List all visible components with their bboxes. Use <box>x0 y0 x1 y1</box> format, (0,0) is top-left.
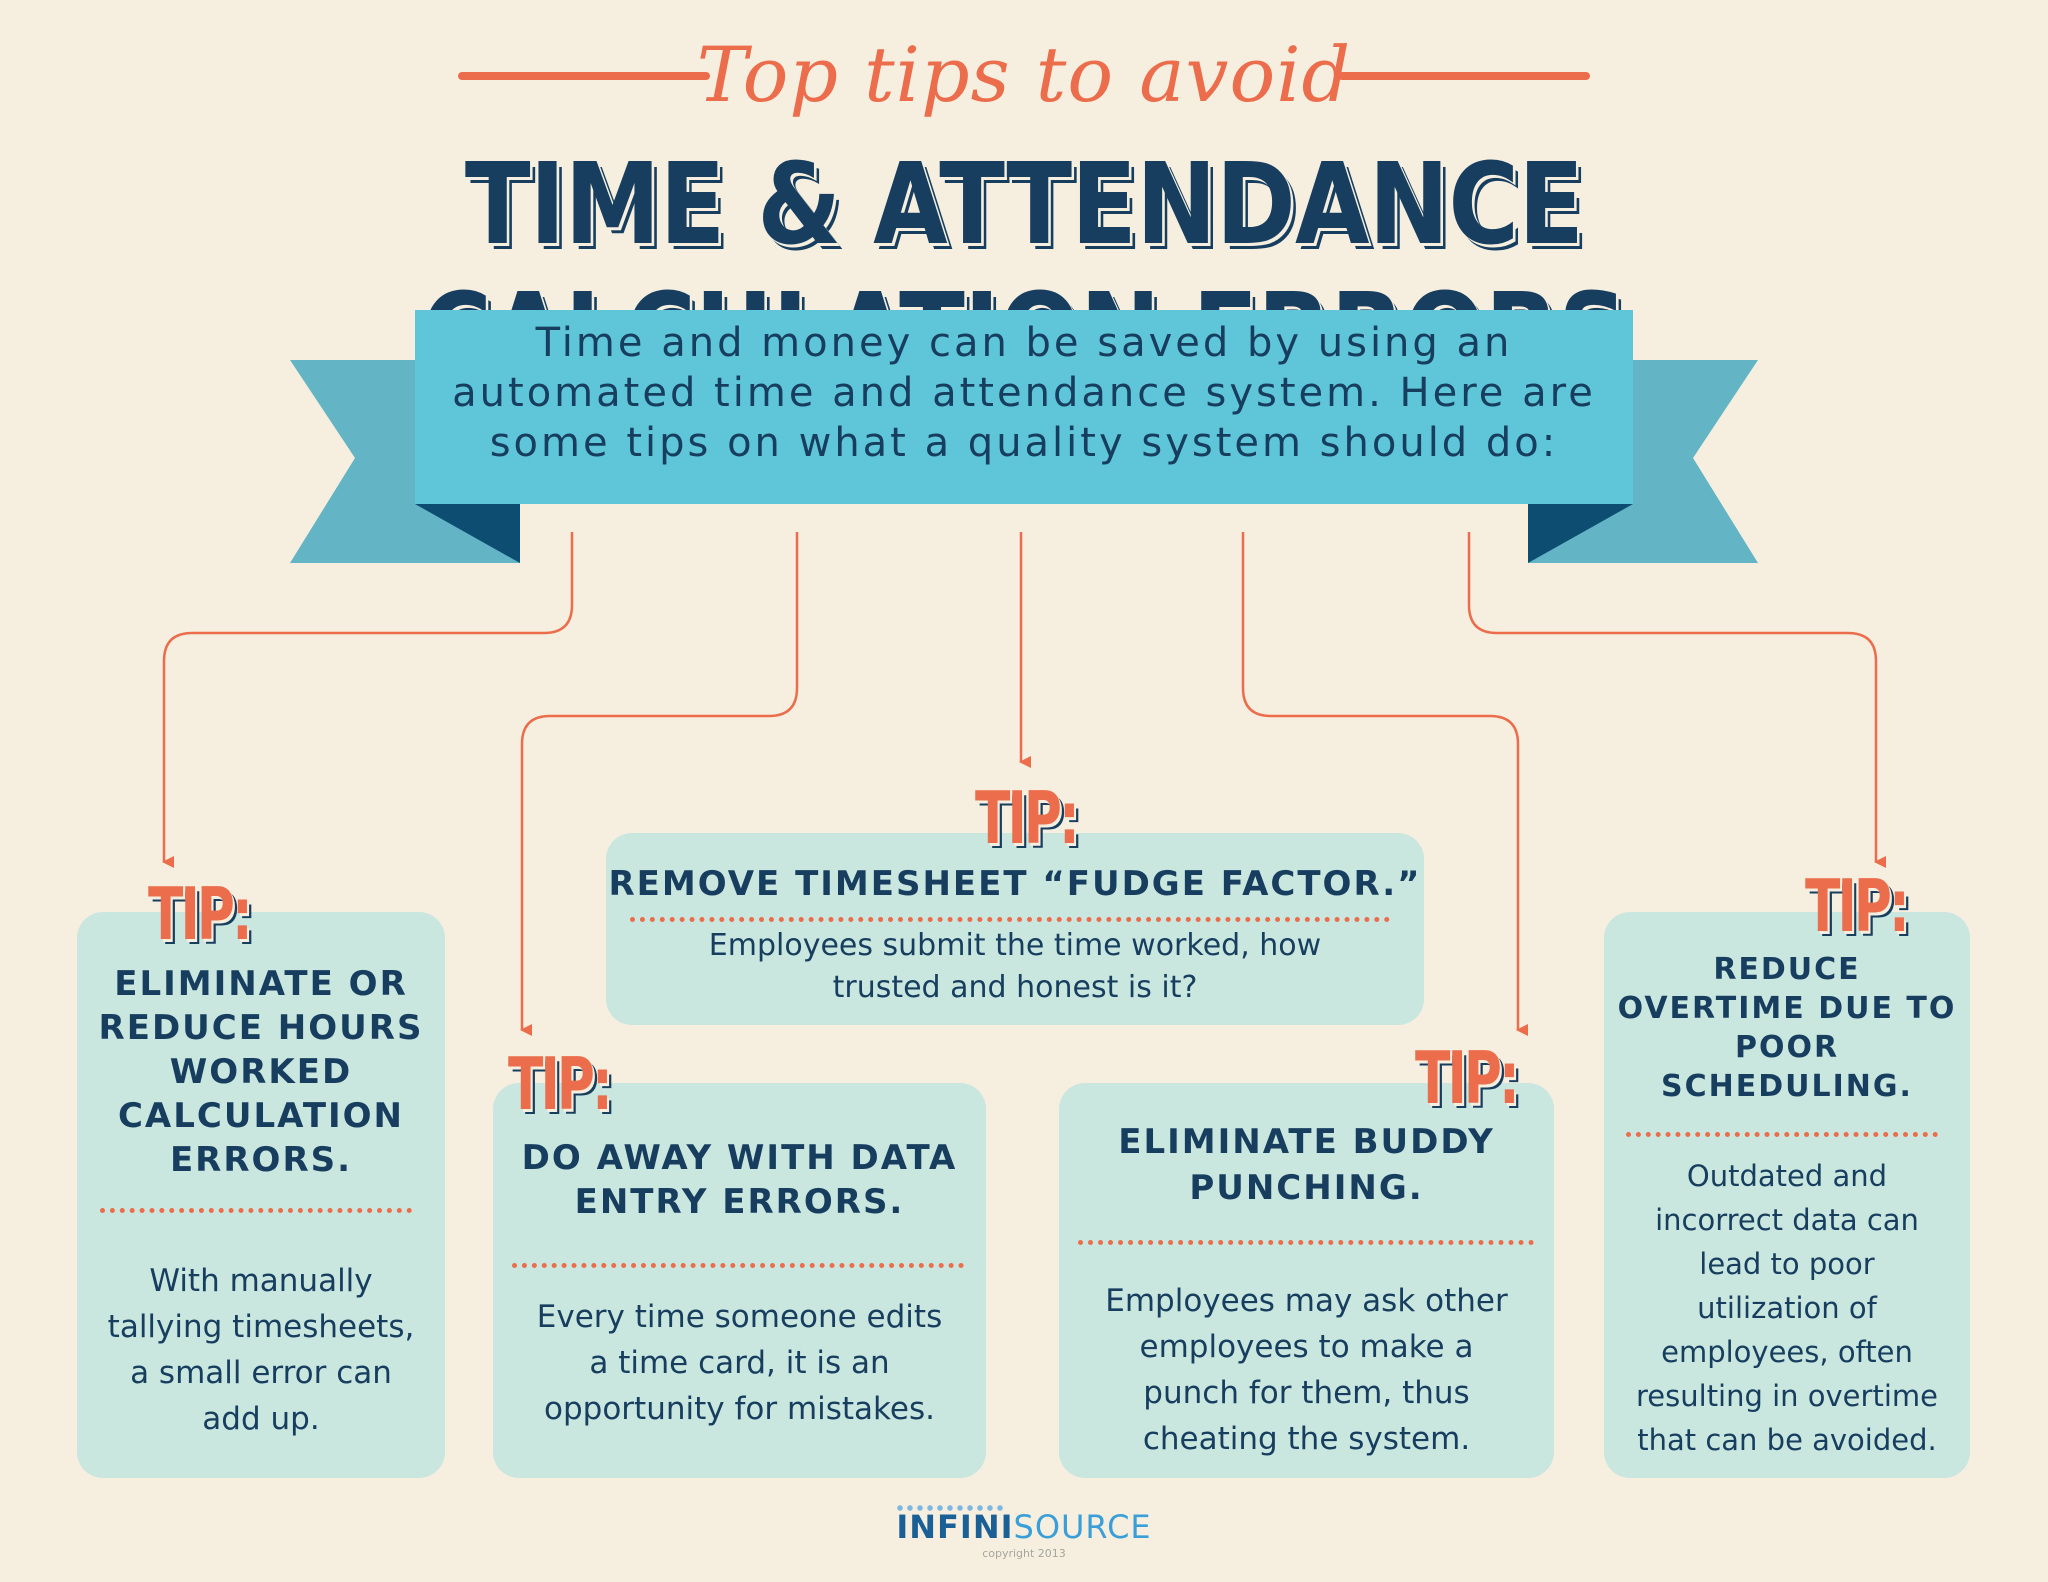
tip-2-title: DO AWAY WITH DATA ENTRY ERRORS. <box>493 1136 986 1224</box>
tip-1-title-line: ERRORS. <box>169 1140 353 1180</box>
tip-3-body: Employees submit the time worked, how tr… <box>606 925 1424 1009</box>
tip-card-5 <box>1604 912 1970 1478</box>
tip-1-title-line: WORKED <box>169 1052 353 1092</box>
tip-label-3: TIP: <box>975 776 1080 860</box>
arrow-tip-2 <box>520 532 799 1036</box>
title-rule-left <box>458 72 710 80</box>
infinisource-logo: INFINISOURCE <box>0 1508 2048 1546</box>
tip-5-body-line: utilization of <box>1697 1291 1877 1325</box>
tip-5-divider <box>1626 1132 1938 1137</box>
title-rule-right <box>1338 72 1590 80</box>
ribbon-line-1: Time and money can be saved by using an <box>535 320 1513 366</box>
subtitle: Top tips to avoid <box>696 30 1352 119</box>
tip-5-body-line: lead to poor <box>1699 1247 1875 1281</box>
tip-card-4 <box>1059 1083 1554 1478</box>
tip-2-title-line: ENTRY ERRORS. <box>574 1182 905 1222</box>
ribbon-face <box>415 310 1633 504</box>
ribbon-line-3: some tips on what a quality system shoul… <box>489 420 1559 466</box>
tip-1-body-line: add up. <box>202 1401 320 1437</box>
ribbon-banner <box>290 310 1758 563</box>
tip-4-divider <box>1078 1240 1534 1245</box>
tip-1-body-line: tallying timesheets, <box>107 1309 415 1345</box>
tip-5-title-line: REDUCE <box>1713 952 1861 987</box>
logo-part-2: SOURCE <box>1013 1508 1152 1546</box>
tip-label-2: TIP: <box>508 1042 613 1126</box>
tip-4-body-line: Employees may ask other <box>1105 1283 1508 1319</box>
tip-label-1: TIP: <box>148 872 253 956</box>
logo-dots-icon <box>895 1505 1005 1511</box>
tip-1-title-line: CALCULATION <box>117 1096 405 1136</box>
tip-5-title: REDUCE OVERTIME DUE TO POOR SCHEDULING. <box>1604 950 1970 1106</box>
tip-4-body-line: cheating the system. <box>1142 1421 1471 1457</box>
tip-1-body-line: a small error can <box>130 1355 392 1391</box>
tip-4-title-line: PUNCHING. <box>1189 1168 1424 1208</box>
tip-1-body: With manually tallying timesheets, a sma… <box>77 1258 445 1442</box>
tip-3-body-line: trusted and honest is it? <box>832 970 1198 1005</box>
tip-2-body: Every time someone edits a time card, it… <box>493 1294 986 1432</box>
tip-5-body-line: Outdated and <box>1686 1159 1888 1193</box>
copyright: copyright 2013 <box>982 1547 1066 1560</box>
tip-5-body-line: incorrect data can <box>1655 1203 1919 1237</box>
tip-1-title-line: REDUCE HOURS <box>98 1008 424 1048</box>
tip-2-body-line: Every time someone edits <box>536 1299 943 1335</box>
tip-2-body-line: a time card, it is an <box>589 1345 890 1381</box>
tip-2-title-line: DO AWAY WITH DATA <box>521 1138 958 1178</box>
arrow-tip-5 <box>1467 532 1886 868</box>
tip-label-4: TIP: <box>1415 1036 1520 1120</box>
tip-4-title: ELIMINATE BUDDY PUNCHING. <box>1059 1119 1554 1211</box>
tip-4-body-line: employees to make a <box>1139 1329 1474 1365</box>
tip-1-title: ELIMINATE OR REDUCE HOURS WORKED CALCULA… <box>77 962 445 1182</box>
tip-3-divider <box>630 917 1390 922</box>
ribbon-text: Time and money can be saved by using an … <box>415 318 1633 468</box>
tip-3-body-line: Employees submit the time worked, how <box>708 928 1322 963</box>
tip-5-title-line: OVERTIME DUE TO <box>1617 991 1957 1026</box>
tip-5-body-line: that can be avoided. <box>1637 1423 1937 1457</box>
tip-4-title-line: ELIMINATE BUDDY <box>1118 1122 1495 1162</box>
tip-card-2 <box>493 1083 986 1478</box>
tip-4-body-line: punch for them, thus <box>1143 1375 1470 1411</box>
tip-5-body-line: employees, often <box>1661 1335 1913 1369</box>
tip-2-body-line: opportunity for mistakes. <box>544 1391 935 1427</box>
tip-1-divider <box>100 1208 412 1213</box>
tip-2-divider <box>512 1263 964 1268</box>
tip-3-title: REMOVE TIMESHEET “FUDGE FACTOR.” <box>606 862 1424 906</box>
tip-4-body: Employees may ask other employees to mak… <box>1059 1278 1554 1462</box>
tip-5-body-line: resulting in overtime <box>1636 1379 1938 1413</box>
ribbon-fold-right <box>1528 504 1633 563</box>
ribbon-line-2: automated time and attendance system. He… <box>452 370 1596 416</box>
tip-5-title-line: POOR <box>1734 1030 1840 1065</box>
arrow-tip-4 <box>1241 532 1528 1036</box>
logo-part-1: INFINI <box>896 1508 1014 1546</box>
tip-3-title-line: REMOVE TIMESHEET “FUDGE FACTOR.” <box>608 864 1422 904</box>
ribbon-fold-left <box>415 504 520 563</box>
tip-5-body: Outdated and incorrect data can lead to … <box>1604 1154 1970 1462</box>
tip-1-body-line: With manually <box>149 1263 373 1299</box>
tip-label-5: TIP: <box>1805 864 1910 948</box>
tip-1-title-line: ELIMINATE OR <box>114 964 408 1004</box>
arrow-tip-1 <box>162 532 574 868</box>
tip-card-3 <box>606 833 1424 1025</box>
tip-5-title-line: SCHEDULING. <box>1661 1069 1913 1104</box>
tip-card-1 <box>77 912 445 1478</box>
